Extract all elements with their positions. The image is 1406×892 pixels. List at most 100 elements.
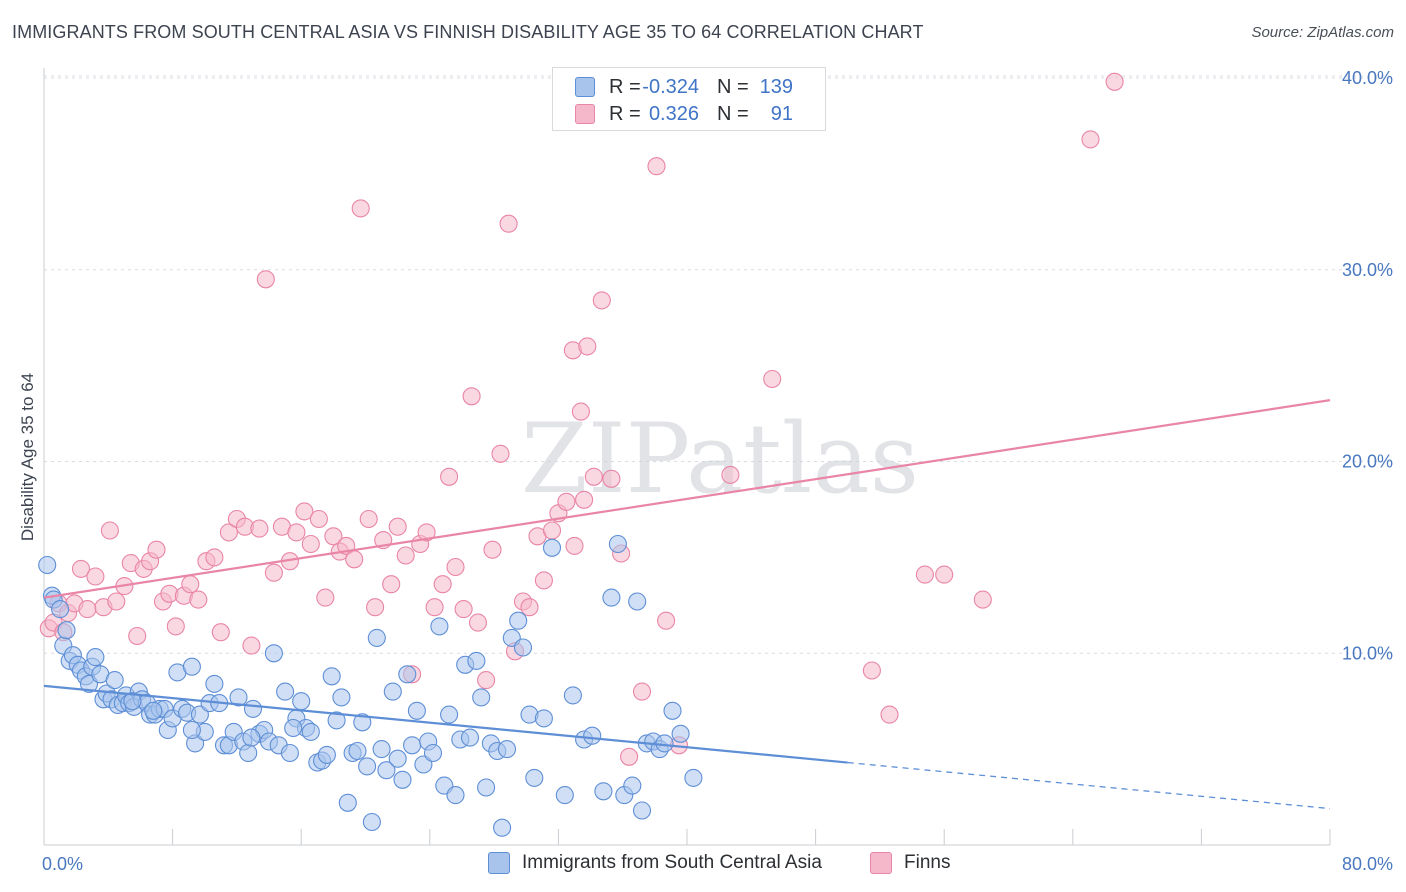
point-finns: [433, 575, 452, 594]
point-immigrants: [372, 740, 391, 759]
point-finns: [166, 617, 185, 636]
point-immigrants: [86, 648, 105, 667]
point-immigrants: [377, 761, 396, 780]
point-finns: [657, 611, 676, 630]
trend-line-immigrants: [43, 684, 848, 764]
point-immigrants: [284, 718, 303, 738]
point-immigrants: [353, 713, 372, 732]
legend-n-value: 91: [770, 102, 793, 125]
point-finns: [440, 467, 459, 486]
legend-item-finns[interactable]: Finns: [870, 852, 950, 874]
legend-r-value: 0.326: [648, 102, 699, 125]
point-finns: [211, 623, 230, 642]
point-immigrants: [51, 600, 70, 619]
point-finns: [647, 157, 666, 176]
legend-r-value: -0.324: [642, 75, 699, 98]
point-immigrants: [398, 665, 417, 684]
point-finns: [1105, 72, 1124, 91]
point-immigrants: [144, 701, 163, 720]
point-immigrants: [280, 743, 299, 763]
point-immigrants: [594, 782, 613, 801]
point-finns: [880, 705, 899, 724]
point-immigrants: [292, 692, 311, 711]
legend-n-label: N =: [717, 102, 749, 125]
point-finns: [181, 575, 200, 594]
point-immigrants: [509, 611, 528, 630]
point-immigrants: [332, 688, 351, 707]
point-finns: [557, 492, 576, 511]
point-finns: [256, 270, 275, 289]
point-finns: [264, 563, 283, 582]
point-finns: [417, 523, 436, 542]
point-finns: [571, 402, 590, 421]
y-tick-label: 10.0%: [1342, 643, 1393, 663]
x-tick-label: 80.0%: [1342, 854, 1393, 874]
y-axis-label: Disability Age 35 to 64: [18, 373, 37, 541]
axes: [43, 68, 1331, 846]
point-immigrants: [472, 688, 491, 707]
point-immigrants: [632, 801, 652, 820]
point-immigrants: [513, 638, 533, 657]
point-immigrants: [383, 682, 402, 701]
point-immigrants: [430, 617, 449, 636]
point-immigrants: [338, 793, 357, 812]
y-tick-label: 40.0%: [1342, 68, 1393, 88]
point-finns: [446, 557, 465, 577]
point-immigrants: [242, 728, 261, 747]
point-finns: [316, 588, 335, 607]
legend-n-label: N =: [717, 75, 749, 98]
point-immigrants: [327, 711, 346, 730]
series-legend: Immigrants from South Central Asia Finns: [0, 850, 1406, 880]
point-immigrants: [628, 592, 647, 611]
point-finns: [71, 559, 91, 578]
legend-label-immigrants: Immigrants from South Central Asia: [522, 852, 822, 873]
point-finns: [462, 387, 481, 406]
chart-title: IMMIGRANTS FROM SOUTH CENTRAL ASIA VS FI…: [12, 22, 924, 42]
legend-r-label: R =: [609, 75, 641, 98]
point-finns: [107, 592, 126, 611]
point-immigrants: [423, 743, 443, 763]
point-finns: [565, 536, 584, 555]
point-immigrants: [229, 688, 248, 707]
point-finns: [345, 550, 364, 569]
point-immigrants: [497, 740, 517, 759]
point-finns: [1081, 130, 1100, 149]
point-immigrants: [57, 621, 76, 640]
point-immigrants: [403, 736, 422, 755]
legend-swatch-finns: [575, 104, 595, 124]
point-immigrants: [493, 818, 512, 837]
legend-n-value: 139: [759, 75, 793, 98]
point-finns: [128, 626, 147, 646]
point-immigrants: [393, 770, 412, 789]
legend-r-label: R =: [609, 102, 641, 125]
point-finns: [763, 369, 782, 389]
point-finns: [602, 469, 621, 488]
point-finns: [584, 467, 603, 486]
point-immigrants: [276, 682, 295, 701]
point-finns: [86, 567, 105, 586]
point-immigrants: [563, 686, 582, 705]
point-immigrants: [460, 728, 480, 747]
point-immigrants: [542, 538, 562, 557]
point-finns: [862, 661, 881, 680]
point-immigrants: [534, 709, 553, 728]
source-note: Source: ZipAtlas.com: [1251, 24, 1394, 41]
point-finns: [542, 521, 562, 540]
point-finns: [632, 682, 652, 701]
legend-row-immigrants: R = -0.324 N = 139: [575, 73, 793, 101]
point-finns: [219, 523, 238, 542]
data-points: [38, 72, 1124, 837]
point-finns: [425, 598, 444, 617]
point-finns: [578, 337, 597, 356]
point-immigrants: [555, 786, 574, 805]
point-immigrants: [205, 674, 224, 693]
legend-item-immigrants[interactable]: Immigrants from South Central Asia: [488, 852, 822, 874]
point-finns: [520, 598, 539, 617]
point-immigrants: [243, 699, 263, 718]
point-immigrants: [663, 701, 682, 720]
legend-swatch-immigrants: [575, 77, 595, 97]
point-immigrants: [477, 778, 496, 797]
point-immigrants: [671, 724, 690, 743]
point-finns: [359, 509, 378, 529]
point-immigrants: [602, 588, 621, 607]
